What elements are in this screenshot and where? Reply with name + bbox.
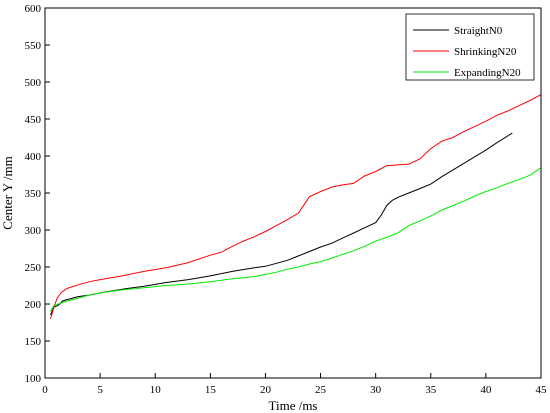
legend-box — [405, 13, 535, 81]
y-tick-label: 500 — [25, 77, 42, 89]
legend-label-shrinkingn20: ShrinkingN20 — [454, 46, 517, 58]
x-tick-label: 5 — [97, 384, 103, 396]
y-tick-label: 200 — [25, 299, 42, 311]
x-tick-label: 0 — [42, 384, 48, 396]
x-tick-label: 15 — [205, 384, 217, 396]
x-tick-label: 10 — [150, 384, 162, 396]
x-tick-label: 20 — [260, 384, 272, 396]
legend-label-expandingn20: ExpandingN20 — [454, 67, 521, 79]
y-axis-title: Center Y /mm — [0, 156, 15, 229]
x-tick-label: 45 — [536, 384, 548, 396]
axis-ticks: 0 5 10 15 20 25 30 35 40 45 100 150 200 250 300 350 400 4… — [25, 3, 548, 396]
series-line-shrinkingn20 — [50, 94, 542, 319]
x-tick-label: 30 — [370, 384, 382, 396]
y-tick-label: 350 — [25, 188, 42, 200]
plot-lines — [50, 94, 542, 319]
y-tick-label: 550 — [25, 40, 42, 52]
y-tick-label: 400 — [25, 151, 42, 163]
x-tick-label: 40 — [480, 384, 492, 396]
y-tick-label: 600 — [25, 3, 42, 15]
y-tick-label: 300 — [25, 225, 42, 237]
y-tick-label: 100 — [25, 373, 42, 385]
y-tick-label: 450 — [25, 114, 42, 126]
x-tick-label: 25 — [315, 384, 327, 396]
legend: StraightN0 ShrinkingN20 ExpandingN20 — [405, 13, 535, 81]
legend-label-straightn0: StraightN0 — [454, 25, 503, 37]
series-line-expandingn20 — [50, 167, 542, 312]
x-axis-title: Time /ms — [268, 398, 317, 413]
y-tick-label: 150 — [25, 336, 42, 348]
y-tick-label: 250 — [25, 262, 42, 274]
x-tick-label: 35 — [425, 384, 437, 396]
